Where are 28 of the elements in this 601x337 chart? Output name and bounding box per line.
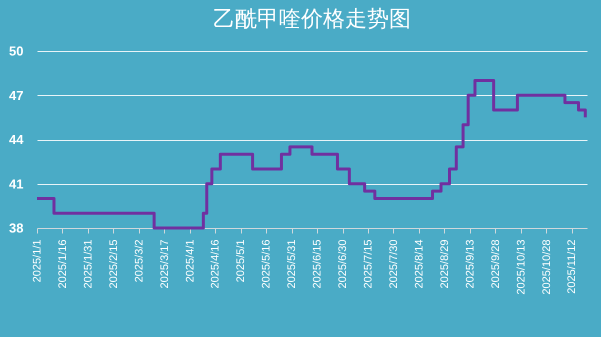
y-tick-label: 38 [9, 220, 24, 236]
x-tick-label: 2025/5/31 [286, 240, 298, 288]
y-tick-label: 41 [9, 176, 24, 192]
x-tick-label: 2025/3/17 [158, 240, 171, 288]
x-tick-label: 2025/8/14 [413, 240, 426, 288]
x-tick-label: 2025/5/16 [260, 240, 273, 288]
y-tick-label: 47 [9, 88, 24, 103]
y-tick-label: 44 [9, 132, 24, 147]
x-tick-label: 2025/4/16 [210, 240, 222, 288]
x-tick-label: 2025/1/16 [56, 240, 69, 288]
x-tick-label: 2025/11/12 [566, 240, 578, 294]
x-tick-label: 2025/4/1 [184, 240, 196, 282]
x-tick-label: 2025/3/2 [133, 240, 146, 282]
x-tick-label: 2025/5/1 [235, 240, 248, 282]
x-tick-label: 2025/9/28 [490, 240, 502, 288]
x-tick-label: 2025/8/29 [438, 240, 451, 288]
x-tick-label: 2025/10/28 [540, 240, 553, 295]
chart-title: 乙酰甲喹价格走势图 [213, 7, 411, 32]
x-tick-label: 2025/7/30 [388, 240, 400, 288]
x-tick-label: 2025/6/30 [337, 240, 350, 288]
x-tick-label: 2025/10/13 [515, 240, 528, 295]
x-tick-label: 2025/1/31 [82, 240, 94, 288]
x-tick-label: 2025/7/15 [362, 240, 375, 288]
y-tick-label: 50 [9, 44, 24, 58]
x-tick-label: 2025/1/1 [32, 240, 44, 282]
x-tick-label: 2025/9/13 [464, 240, 476, 288]
x-tick-label: 2025/6/15 [312, 240, 324, 288]
x-tick-label: 2025/2/15 [108, 240, 120, 288]
